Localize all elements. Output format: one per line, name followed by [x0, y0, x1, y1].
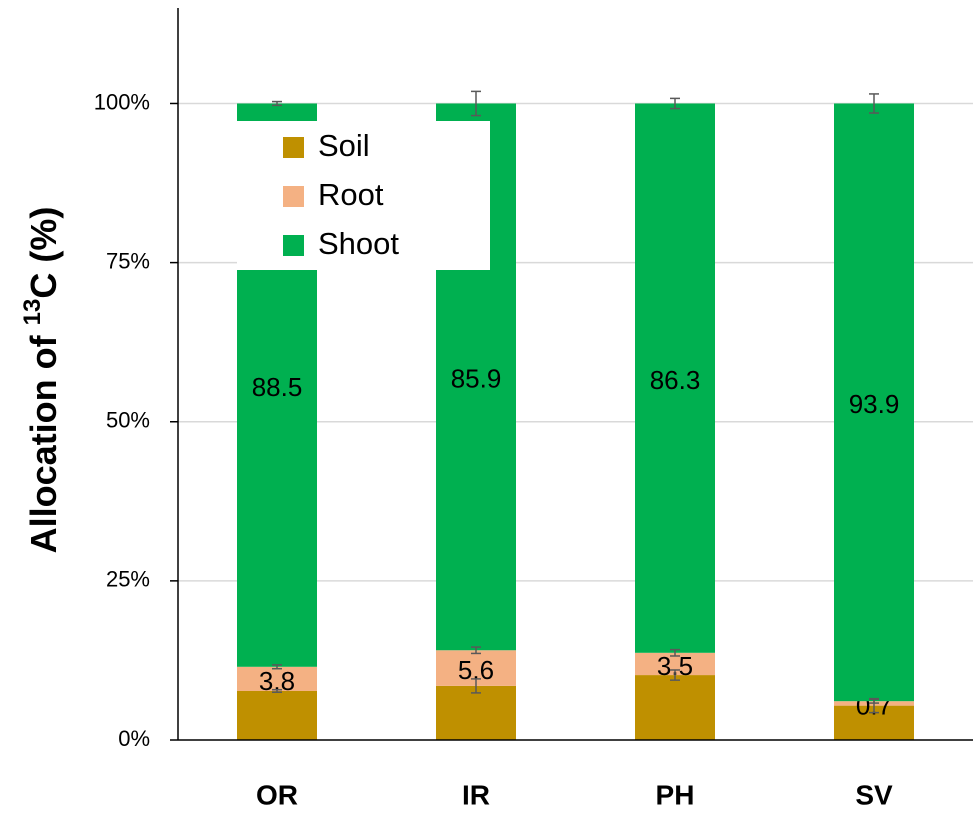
legend-box: [237, 121, 490, 270]
bar-segment: [635, 675, 715, 740]
legend-label: Root: [318, 177, 384, 212]
data-label: 88.5: [252, 372, 303, 402]
error-bar: [272, 688, 282, 694]
y-tick-label: 25%: [106, 567, 150, 592]
bar-segment: [635, 652, 715, 676]
data-label: 86.3: [650, 365, 701, 395]
legend-label: Shoot: [318, 226, 399, 261]
error-bar: [670, 669, 680, 681]
bar-segment: [237, 666, 317, 691]
y-tick-label: 0%: [118, 726, 150, 751]
bar-segment: [237, 690, 317, 740]
error-bar: [869, 93, 879, 114]
y-tick-label: 75%: [106, 248, 150, 273]
error-bar: [869, 698, 879, 704]
y-label-sup: 13: [19, 299, 46, 326]
y-tick-label: 50%: [106, 408, 150, 433]
data-label: 85.9: [451, 364, 502, 394]
y-axis-label: Allocation of 13C (%): [19, 207, 63, 554]
error-bar: [272, 664, 282, 670]
error-bar: [670, 97, 680, 110]
legend-swatch: [283, 137, 304, 158]
legend-swatch: [283, 235, 304, 256]
y-label-part: Allocation of: [23, 325, 64, 553]
y-tick-label: 100%: [94, 89, 150, 114]
error-bar: [471, 678, 481, 694]
legend-swatch: [283, 186, 304, 207]
error-bar: [272, 100, 282, 107]
bar-segment: [834, 103, 914, 702]
y-label-part: C (%): [23, 207, 64, 299]
bar-segment: [635, 103, 715, 653]
data-label: 93.9: [849, 389, 900, 419]
legend-label: Soil: [318, 128, 370, 163]
error-bar: [471, 646, 481, 655]
x-tick-label: SV: [855, 779, 893, 810]
x-tick-label: OR: [256, 779, 298, 810]
x-tick-label: PH: [656, 779, 695, 810]
bar-segment: [436, 685, 516, 740]
x-tick-label: IR: [462, 779, 490, 810]
error-bar: [670, 648, 680, 657]
error-bar: [471, 90, 481, 117]
